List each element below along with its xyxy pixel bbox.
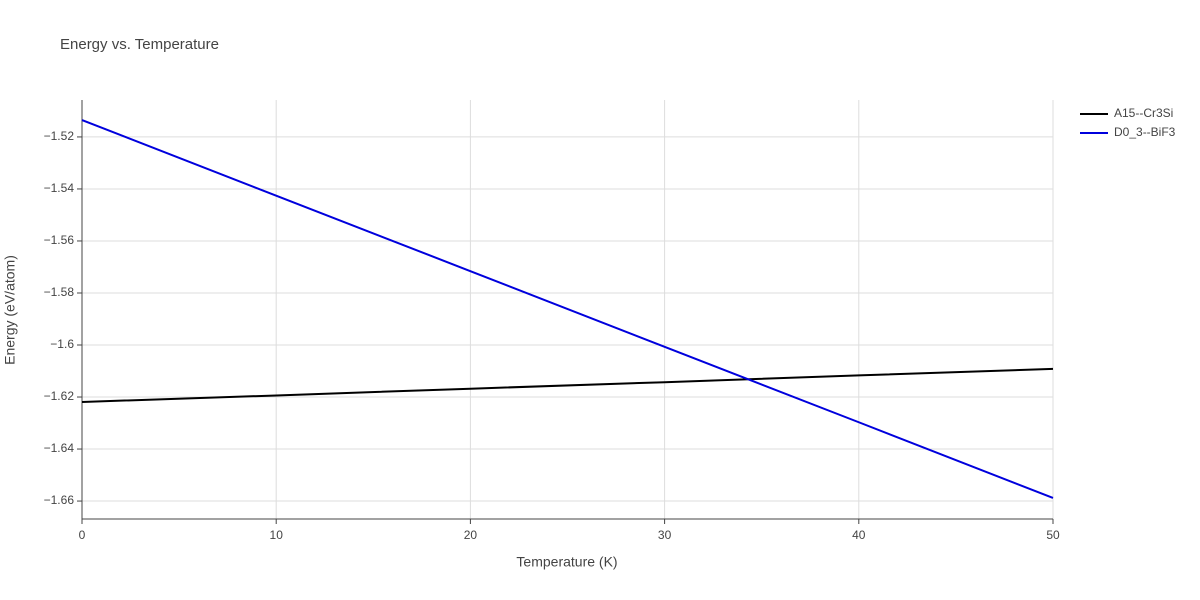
y-tick-label: −1.66 bbox=[44, 493, 75, 507]
y-tick-label: −1.64 bbox=[44, 441, 75, 455]
x-tick-label: 20 bbox=[464, 528, 478, 542]
y-tick-label: −1.58 bbox=[44, 285, 75, 299]
y-axis-title: Energy (eV/atom) bbox=[2, 255, 18, 365]
x-tick-label: 0 bbox=[79, 528, 86, 542]
y-tick-label: −1.52 bbox=[44, 129, 75, 143]
x-tick-label: 40 bbox=[852, 528, 866, 542]
y-tick-label: −1.6 bbox=[50, 337, 74, 351]
x-tick-label: 50 bbox=[1046, 528, 1060, 542]
series-line bbox=[81, 367, 1054, 403]
y-tick-label: −1.54 bbox=[44, 181, 75, 195]
chart-title: Energy vs. Temperature bbox=[60, 36, 219, 53]
legend-label: D0_3--BiF3 bbox=[1114, 125, 1176, 139]
y-tick-label: −1.56 bbox=[44, 233, 75, 247]
legend-label: A15--Cr3Si bbox=[1114, 106, 1173, 120]
x-tick-label: 10 bbox=[270, 528, 284, 542]
series-line bbox=[81, 119, 1054, 499]
x-axis-title: Temperature (K) bbox=[516, 554, 617, 570]
y-tick-label: −1.62 bbox=[44, 389, 75, 403]
x-tick-label: 30 bbox=[658, 528, 672, 542]
